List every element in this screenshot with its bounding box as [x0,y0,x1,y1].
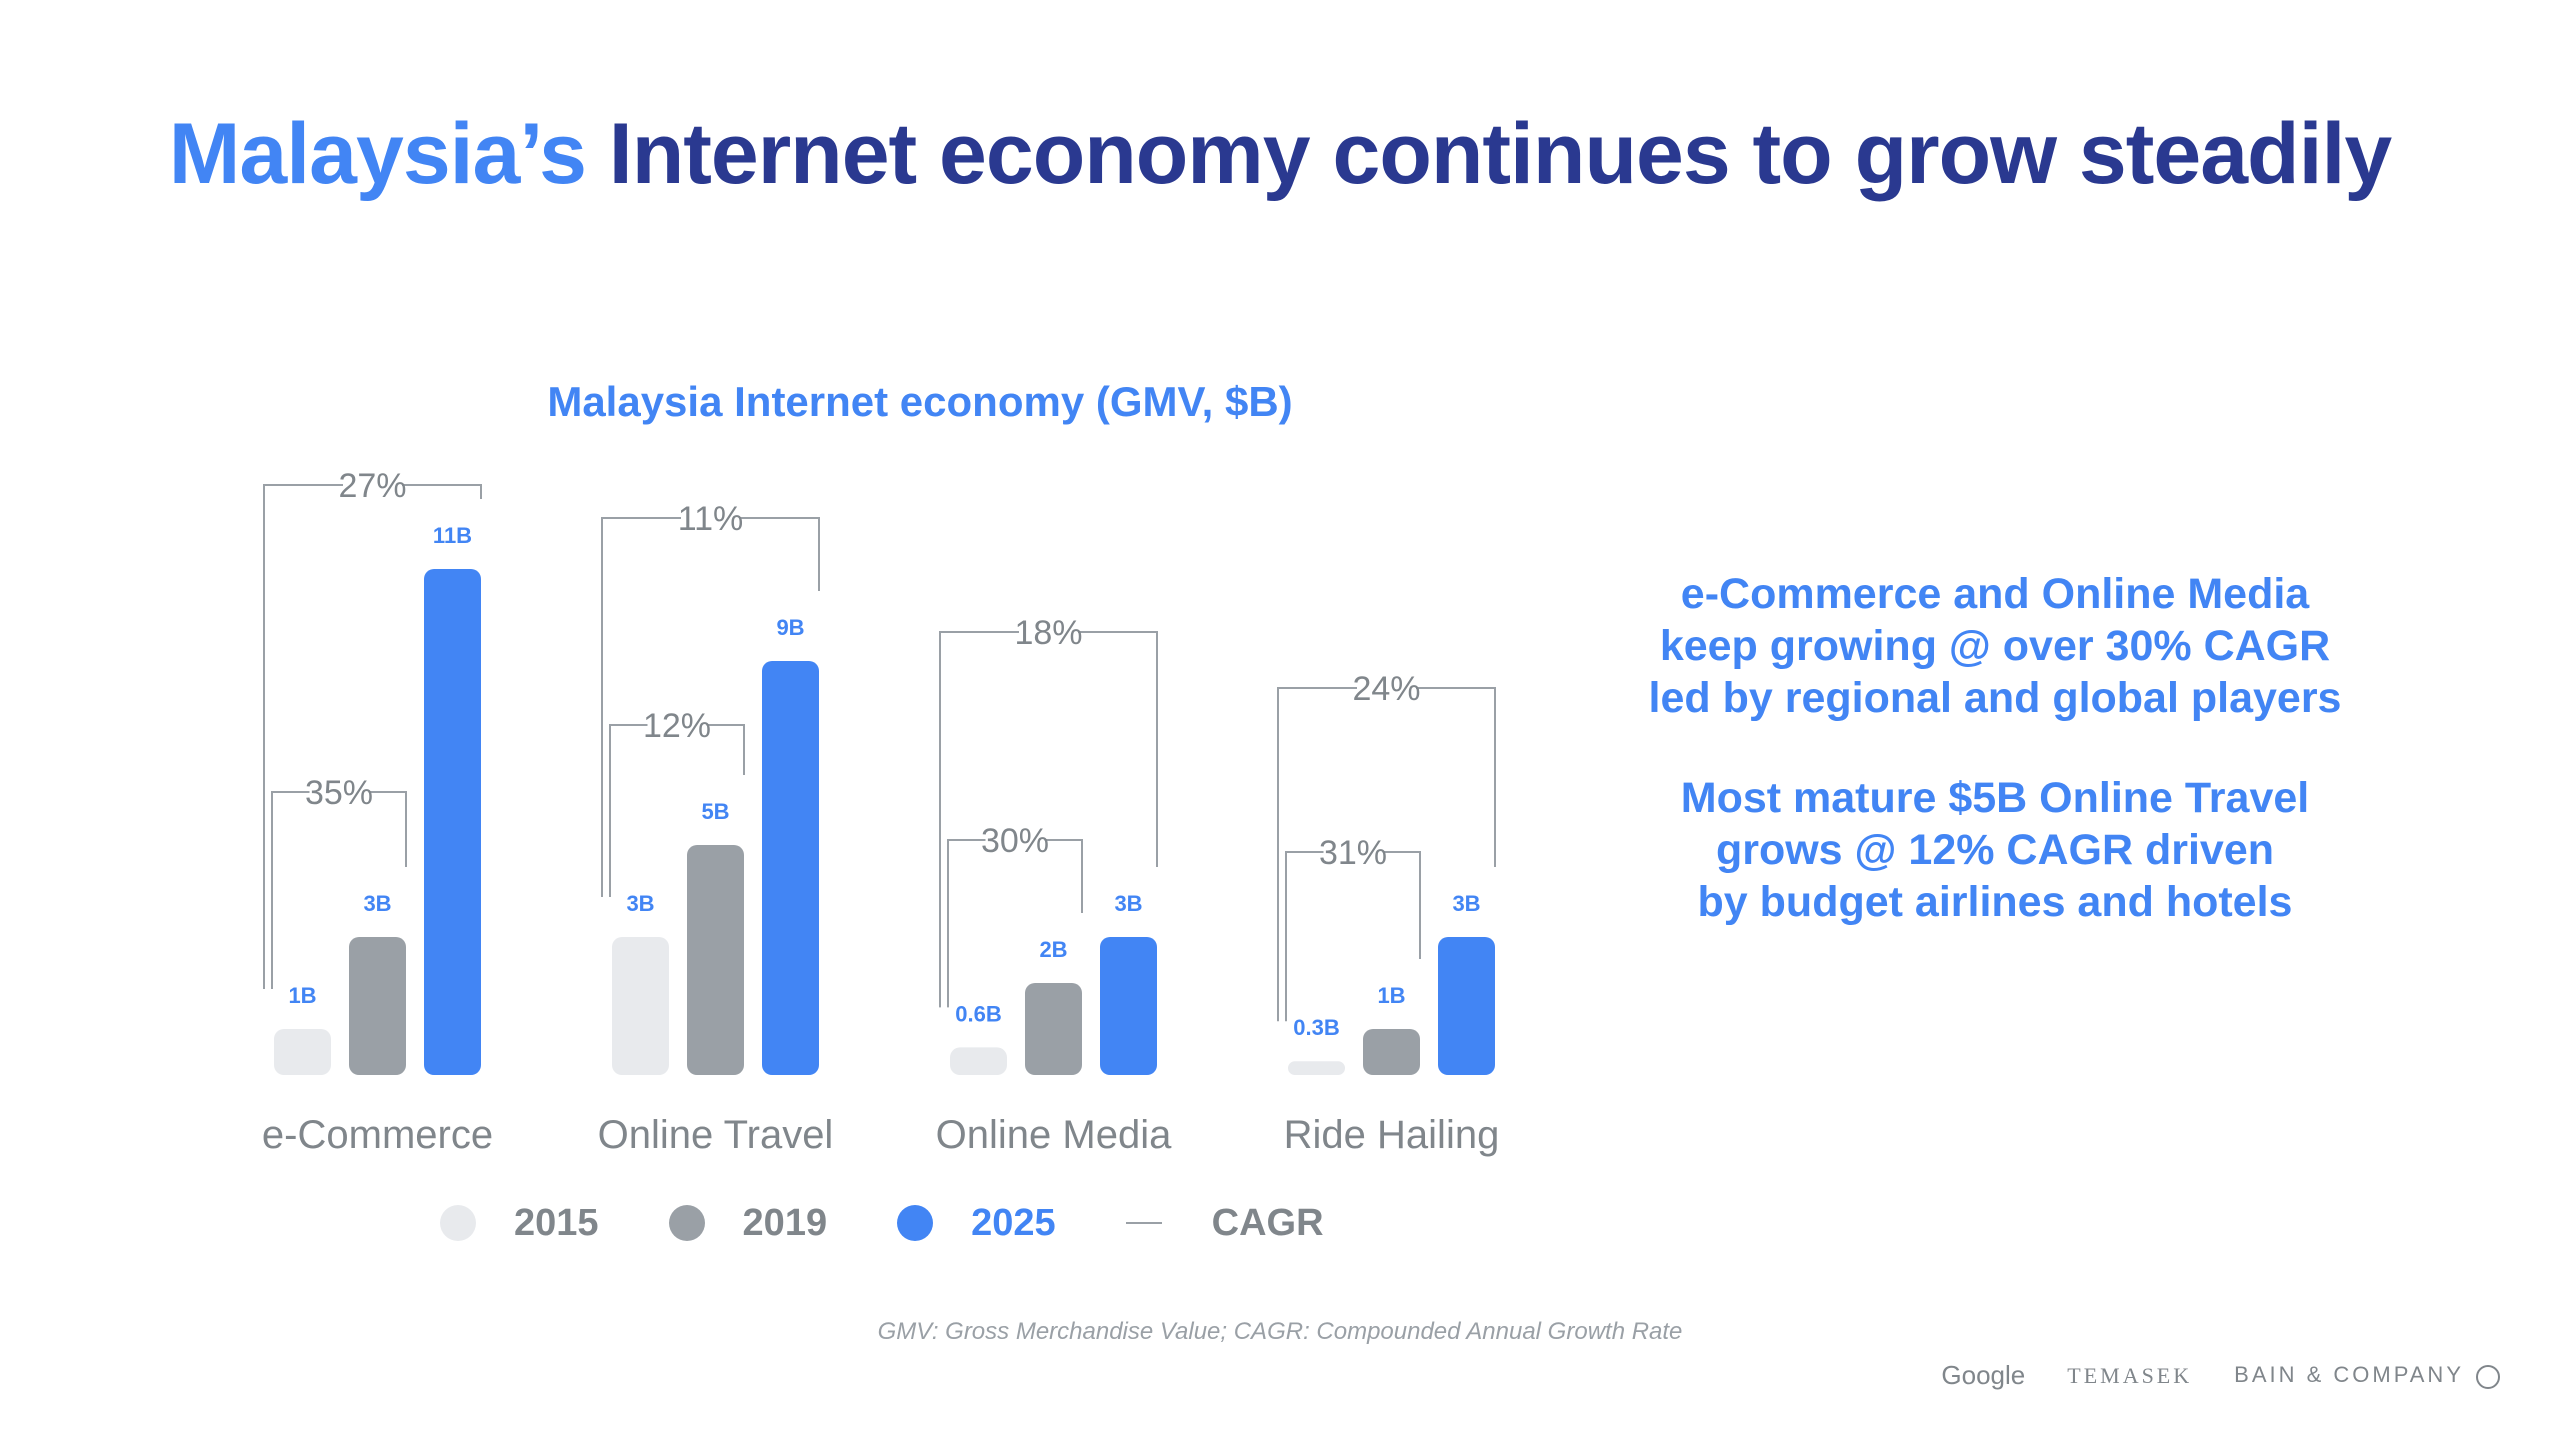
insight-line: e-Commerce and Online Media [1680,570,2310,618]
cagr-2015-2025-label: 18% [1014,614,1082,652]
partner-logos: Google TEMASEK BAIN & COMPANY [1899,1360,2500,1391]
cagr-2015-2019-label: 31% [1319,834,1387,872]
chart-title: Malaysia Internet economy (GMV, $B) [547,378,1293,425]
legend-item-2025: 2025 [897,1202,1056,1245]
bar-value-label: 1B [1377,983,1405,1008]
legend-label: CAGR [1211,1201,1324,1244]
cagr-2015-2019-label: 12% [643,707,711,745]
footnote: GMV: Gross Merchandise Value; CAGR: Comp… [877,1318,1683,1345]
cagr-2015-2025-line [601,517,820,897]
temasek-logo: TEMASEK [2067,1362,2193,1388]
legend-item-cagr: CAGR [1125,1201,1324,1245]
bar-2015 [1288,1061,1345,1075]
legend-swatch-2015 [440,1205,476,1241]
bar-value-label: 3B [1114,891,1142,916]
bain-clock-icon [2476,1364,2500,1389]
bar-2025 [1100,937,1157,1075]
page-title: Malaysia’s Internet economy continues to… [0,105,2560,204]
bain-logo: BAIN & COMPANY [2234,1362,2500,1389]
legend-swatch-2025 [897,1205,934,1241]
bar-value-label: 0.6B [955,1001,1001,1026]
bar-value-label: 3B [363,891,391,916]
cagr-2015-2025-line [939,631,1158,1008]
title-rest: Internet economy continues to grow stead… [585,106,2392,202]
legend-swatch-2019 [668,1205,705,1241]
cagr-2015-2019-label: 35% [305,774,373,812]
category-label: e-Commerce [262,1113,493,1157]
cagr-2015-2025-line [263,484,482,989]
insight-line: by budget airlines and hotels [1697,878,2293,926]
bain-logo-text: BAIN & COMPANY [2234,1362,2464,1388]
bar-2015 [612,937,669,1075]
legend-item-2015: 2015 [440,1202,599,1245]
cagr-2015-2019-line [1285,851,1421,1022]
legend-label: 2015 [514,1201,599,1244]
category-label: Online Travel [598,1113,834,1157]
title-highlight: Malaysia’s [168,106,587,202]
bar-2015 [274,1029,331,1075]
cagr-2015-2025-label: 11% [678,500,744,538]
cagr-2015-2019-line [609,724,745,897]
insight-block-2: Most mature $5B Online Travel grows @ 12… [1600,772,2390,928]
insight-line: keep growing @ over 30% CAGR [1659,622,2331,670]
insight-line: Most mature $5B Online Travel [1680,774,2310,822]
bar-2019 [687,845,744,1075]
bar-value-label: 9B [776,615,804,640]
bar-value-label: 5B [701,799,729,824]
category-label: Ride Hailing [1284,1113,1500,1157]
bar-value-label: 1B [288,983,316,1008]
legend-label: 2025 [971,1201,1056,1244]
cagr-2015-2025-label: 27% [338,467,406,505]
category-label: Online Media [936,1113,1172,1157]
legend-item-2019: 2019 [668,1201,828,1245]
google-logo: Google [1941,1360,2026,1390]
bar-value-label: 0.3B [1293,1015,1339,1040]
bar-value-label: 2B [1039,937,1067,962]
cagr-2015-2019-line [947,839,1083,1008]
cagr-2015-2019-line [271,791,407,989]
insight-line: grows @ 12% CAGR driven [1715,826,2275,874]
bar-2025 [424,569,481,1075]
bar-value-label: 11B [433,523,472,548]
legend-label: 2019 [742,1201,828,1244]
bar-2019 [1363,1029,1420,1075]
insight-line: led by regional and global players [1648,674,2342,722]
cagr-2015-2025-line [1277,687,1496,1022]
bar-2019 [349,937,406,1075]
bar-value-label: 3B [626,891,654,916]
bar-2025 [1438,937,1495,1075]
insight-block-1: e-Commerce and Online Media keep growing… [1600,568,2390,724]
cagr-2015-2025-label: 24% [1352,670,1420,708]
bar-2025 [762,661,819,1075]
bar-value-label: 3B [1452,891,1480,916]
cagr-2015-2019-label: 30% [981,822,1049,860]
chart-legend: 2015 2019 2025 CAGR [440,1195,1394,1251]
legend-swatch-cagr [1125,1222,1162,1224]
bar-2019 [1025,983,1082,1075]
bar-2015 [950,1047,1007,1075]
